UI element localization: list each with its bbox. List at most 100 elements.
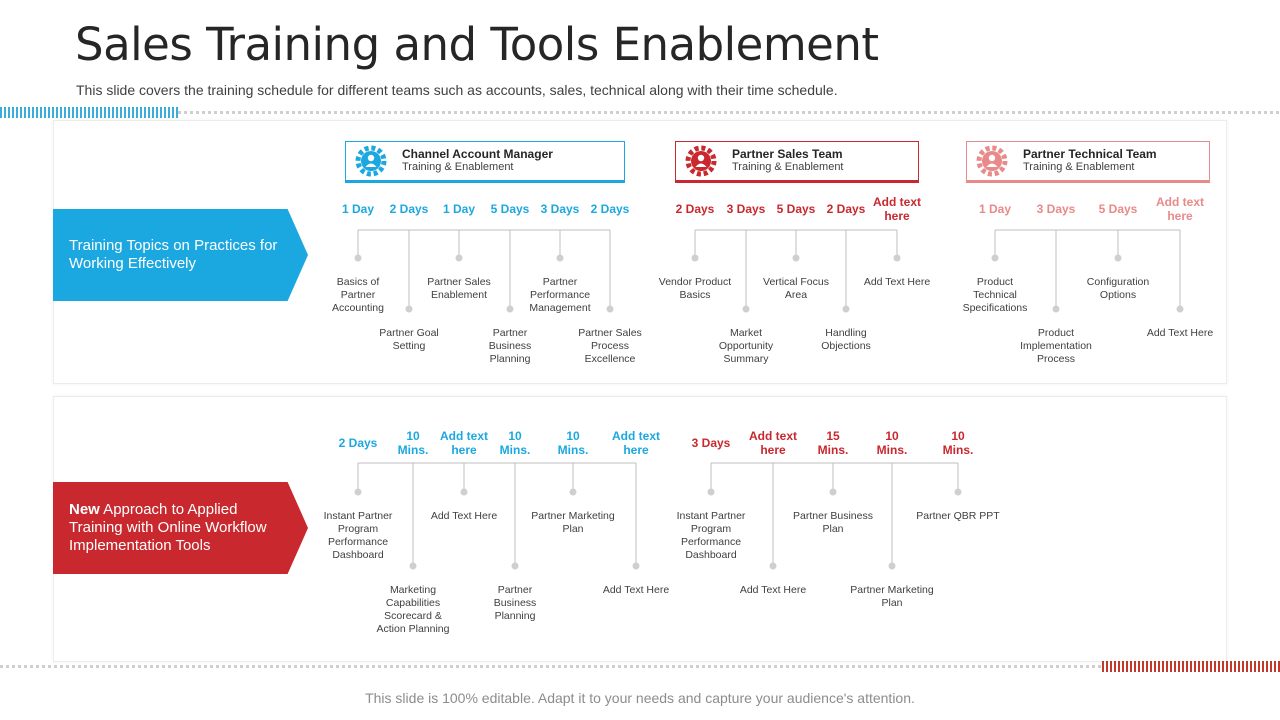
duration-label: 5 Days [490,202,530,216]
footer-note: This slide is 100% editable. Adapt it to… [365,690,915,706]
topic-text: Partner Sales Enablement [427,276,491,301]
duration-label: Add text here [440,429,488,457]
timeline-dot [691,254,699,262]
timeline-dot [569,488,577,496]
row-label-rest: Approach to Applied Training with Online… [69,501,267,554]
timeline-dot [829,488,837,496]
timeline-dot [506,305,514,313]
topic-text: Add Text Here [1146,327,1214,339]
duration-label: 5 Days [776,202,816,216]
timeline-dot [954,488,962,496]
timeline-dot [893,254,901,262]
duration-label: 10 Mins. [499,429,531,457]
timeline-dot [511,562,519,570]
bottom-dots-decoration [0,665,1102,668]
duration-label: 5 Days [1098,202,1138,216]
duration-label: Add text here [612,429,660,457]
topic-text: Vertical Focus Area [763,276,829,301]
topic-text: Market Opportunity Summary [718,327,774,365]
gear-user-icon [355,145,387,177]
timeline-dot [769,562,777,570]
duration-label: Add text here [1156,195,1204,223]
row-label-text: New Approach to Applied Training with On… [69,501,278,555]
duration-label: 2 Days [826,202,866,216]
duration-label: 10 Mins. [876,429,908,457]
team-box-partner-technical-team: Partner Technical Team Training & Enable… [966,141,1210,183]
timeline-dot [455,254,463,262]
duration-label: 2 Days [590,202,630,216]
topic-text: Partner Business Plan [793,510,873,535]
topic-text: Marketing Capabilities Scorecard & Actio… [376,584,450,635]
timeline-dot [354,488,362,496]
team-box-partner-sales-team: Partner Sales Team Training & Enablement [675,141,919,183]
topic-text: Partner Business Planning [493,584,537,622]
duration-label: 1 Day [341,202,375,216]
timeline-dot [632,562,640,570]
timeline-dot [409,562,417,570]
topic-text: Add Text Here [739,584,807,596]
topic-text: Instant Partner Program Performance Dash… [323,510,393,561]
duration-label: 3 Days [726,202,766,216]
duration-label: 10 Mins. [397,429,429,457]
topic-text: Partner Business Planning [488,327,532,365]
topic-text: Instant Partner Program Performance Dash… [676,510,746,561]
topic-text: Partner Sales Process Excellence [578,327,642,365]
topic-text: Basics of Partner Accounting [332,276,384,314]
topic-text: Add Text Here [602,584,670,596]
topic-text: Partner QBR PPT [916,510,1000,522]
duration-label: 1 Day [978,202,1012,216]
gear-user-icon [976,145,1008,177]
topic-text: Add Text Here [863,276,931,288]
topic-text: Product Implementation Process [1020,327,1092,365]
timeline-dot [354,254,362,262]
team-subtitle: Training & Enablement [402,161,514,173]
topic-text: Partner Performance Management [529,276,591,314]
duration-label: 10 Mins. [557,429,589,457]
topic-text: Handling Objections [821,327,871,352]
timeline-dot [792,254,800,262]
duration-label: 2 Days [389,202,429,216]
timeline-dot [842,305,850,313]
timeline-dot [405,305,413,313]
timeline-dot [888,562,896,570]
top-dash-decoration [0,107,178,118]
bottom-dash-decoration [1102,661,1280,672]
topic-text: Vendor Product Basics [658,276,732,301]
timeline-dot [991,254,999,262]
duration-label: 10 Mins. [942,429,974,457]
row-label-bold: New [69,501,100,518]
topic-text: Configuration Options [1086,276,1150,301]
timeline-dot [556,254,564,262]
team-box-channel-account-manager: Channel Account Manager Training & Enabl… [345,141,625,183]
topic-text: Partner Marketing Plan [531,510,615,535]
team-name: Channel Account Manager [402,147,553,161]
duration-label: Add text here [749,429,797,457]
duration-label: 2 Days [338,436,378,450]
team-name: Partner Sales Team [732,147,843,161]
timeline-dot [1176,305,1184,313]
gear-user-icon [685,145,717,177]
duration-label: 2 Days [675,202,715,216]
row-label-new-approach: New Approach to Applied Training with On… [53,482,308,574]
page-subtitle: This slide covers the training schedule … [76,82,838,98]
timeline-dot [1114,254,1122,262]
duration-label: 1 Day [442,202,476,216]
row-label-text: Training Topics on Practices for Working… [69,237,278,272]
duration-label: 15 Mins. [817,429,849,457]
duration-label: 3 Days [540,202,580,216]
topic-text: Product Technical Specifications [962,276,1028,314]
row-label-training-topics: Training Topics on Practices for Working… [53,209,308,301]
timeline-dot [460,488,468,496]
topic-text: Add Text Here [430,510,498,522]
timeline-dot [1052,305,1060,313]
top-dots-decoration [178,111,1280,114]
team-subtitle: Training & Enablement [1023,161,1135,173]
team-subtitle: Training & Enablement [732,161,844,173]
topic-text: Partner Goal Setting [379,327,439,352]
page-title: Sales Training and Tools Enablement [75,18,879,71]
timeline-dot [707,488,715,496]
topic-text: Partner Marketing Plan [850,584,934,609]
duration-label: 3 Days [1036,202,1076,216]
duration-label: Add text here [873,195,921,223]
